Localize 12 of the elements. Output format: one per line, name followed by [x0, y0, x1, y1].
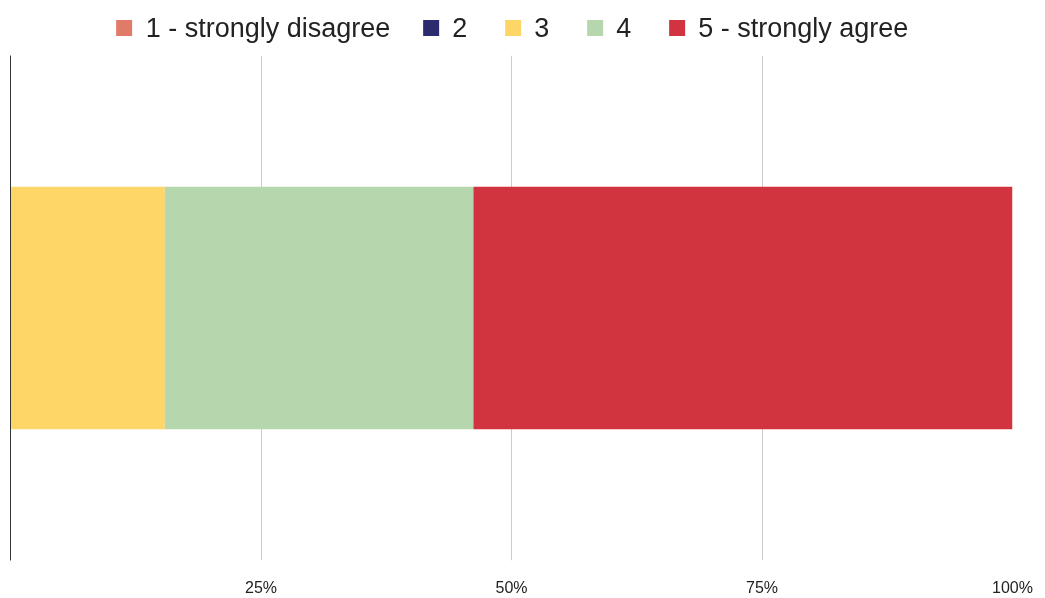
legend-label: 5 - strongly agree [698, 12, 909, 43]
legend-label: 1 - strongly disagree [145, 12, 391, 43]
legend-label: 2 [452, 12, 469, 43]
bar [10, 186, 165, 430]
legend-label: 3 [534, 12, 551, 43]
x-tick-label: 25% [244, 578, 278, 596]
x-tick-label: 100% [992, 578, 1033, 596]
bar [164, 186, 474, 430]
x-tick-label: 50% [495, 578, 528, 596]
legend-label: 4 [616, 12, 633, 43]
bar [473, 186, 1013, 430]
x-tick-label: 75% [745, 578, 779, 596]
